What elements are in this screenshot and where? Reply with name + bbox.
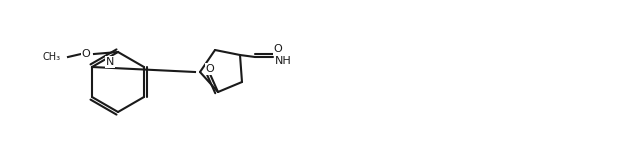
Text: O: O (273, 44, 282, 54)
Text: O: O (82, 49, 90, 59)
Text: CH₃: CH₃ (43, 52, 61, 62)
Text: O: O (206, 64, 214, 74)
Text: NH: NH (275, 56, 291, 66)
Text: N: N (106, 57, 114, 67)
